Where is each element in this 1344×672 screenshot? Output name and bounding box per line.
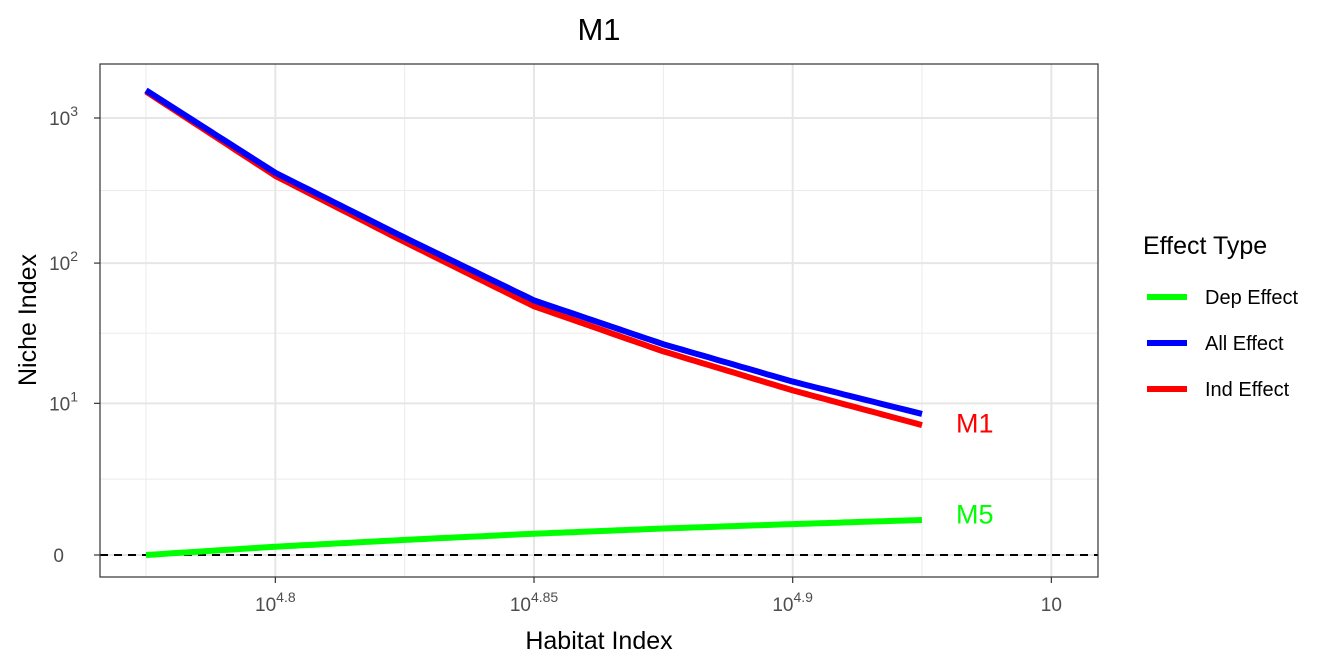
y-tick-label: 101: [49, 388, 78, 415]
legend-label: Ind Effect: [1205, 379, 1290, 401]
legend-title: Effect Type: [1143, 232, 1267, 260]
series-line-all-effect: [144, 87, 923, 417]
y-tick-label: 103: [49, 103, 78, 130]
x-axis-title: Habitat Index: [525, 627, 673, 655]
y-axis-title: Niche Index: [14, 253, 42, 386]
annotation-m5: M5: [956, 499, 994, 529]
x-tick-label: 104.9: [772, 589, 813, 616]
y-tick-label: 0: [53, 546, 64, 567]
gridlines: [100, 64, 1098, 577]
series-line-dep-effect: [145, 517, 923, 558]
plot-area: M1 M5: [99, 63, 1099, 578]
annotation-m1: M1: [956, 409, 994, 439]
x-axis-ticks: 104.8 104.85 104.9 10: [255, 577, 1062, 616]
legend-label: Dep Effect: [1205, 287, 1298, 309]
x-tick-label: 104.85: [510, 589, 559, 616]
x-tick-label: 10: [1041, 595, 1062, 616]
y-tick-label: 102: [49, 248, 78, 275]
legend-label: All Effect: [1205, 333, 1284, 355]
annotation-group: M1 M5: [956, 409, 994, 530]
chart-title: M1: [577, 12, 620, 47]
y-axis-ticks: 0 101 102 103: [49, 103, 100, 567]
x-tick-label: 104.8: [255, 589, 296, 616]
plot-border: [99, 63, 1099, 578]
legend: Effect Type Dep Effect All Effect Ind Effe…: [1143, 232, 1298, 401]
series-group: [144, 87, 923, 558]
legend-entries: Dep Effect All Effect Ind Effect: [1147, 287, 1298, 401]
